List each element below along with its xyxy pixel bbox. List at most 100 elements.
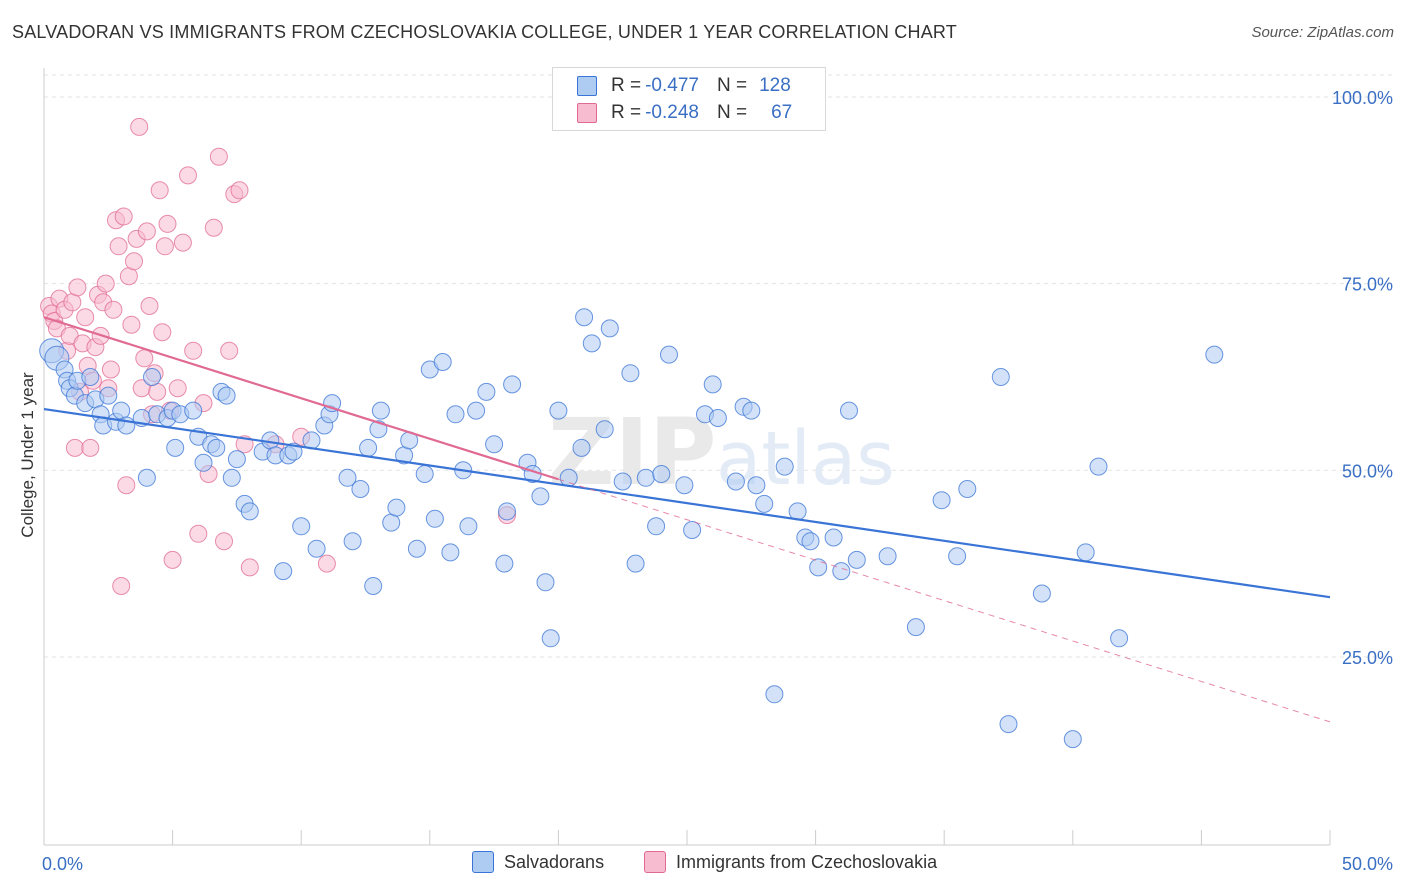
point-salvadorans [801,532,820,551]
point-salvadorans [359,438,378,457]
source-label: Source: ZipAtlas.com [1251,24,1394,41]
point-salvadorans [351,480,370,498]
point-salvadorans [292,517,311,536]
point-salvadorans [726,472,745,491]
trend-line-salvadorans [43,407,1331,599]
point-salvadorans [626,554,645,573]
legend-label: Immigrants from Czechoslovakia [676,851,938,872]
point-czechoslovakia [173,233,192,252]
legend-row-czechoslovakia: R = -0.248 N = 67 [577,100,792,126]
legend-n-value: 67 [771,102,793,123]
point-czechoslovakia [104,300,123,319]
point-czechoslovakia [68,278,87,297]
point-salvadorans [765,685,784,704]
point-czechoslovakia [135,349,154,368]
trend-lines [43,316,1331,723]
point-czechoslovakia [125,252,143,271]
point-salvadorans [755,494,774,513]
point-czechoslovakia [240,558,259,577]
point-czechoslovakia [179,166,197,185]
point-czechoslovakia [101,360,120,379]
point-salvadorans [217,386,236,405]
point-salvadorans [137,468,156,487]
point-salvadorans [809,558,828,577]
legend-item-salvadorans: Salvadorans [472,851,604,873]
y-tick-label: 75.0% [1342,275,1393,295]
point-salvadorans [559,468,578,487]
legend-r-value: -0.248 [645,102,699,123]
legend-swatch-blue [577,76,597,96]
point-czechoslovakia [204,218,223,237]
legend-r-label: R = [611,75,642,96]
point-czechoslovakia [122,315,141,334]
legend-item-czechoslovakia: Immigrants from Czechoslovakia [644,851,937,873]
point-salvadorans [274,562,293,581]
legend-n-value: 128 [759,75,791,96]
point-czechoslovakia [168,379,187,398]
legend-swatch-blue [472,851,494,873]
point-czechoslovakia [184,341,203,360]
point-czechoslovakia [109,237,128,256]
point-salvadorans [906,618,925,637]
point-salvadorans [1063,730,1082,749]
point-salvadorans [999,715,1018,734]
point-salvadorans [703,375,722,394]
point-salvadorans [143,368,161,386]
point-salvadorans [847,550,866,569]
point-salvadorans [227,450,246,469]
legend-n-label: N = [716,102,748,123]
point-czechoslovakia [317,554,336,573]
point-salvadorans [660,345,678,364]
point-salvadorans [485,435,504,454]
point-salvadorans [575,308,594,327]
point-salvadorans [364,577,383,595]
point-salvadorans [207,438,226,457]
point-salvadorans [1110,629,1129,648]
tick-labels: 25.0% 50.0% 75.0% 100.0% 0.0% 50.0% [42,88,1393,874]
point-salvadorans [387,498,406,517]
point-salvadorans [675,476,694,495]
point-czechoslovakia [140,297,159,315]
point-salvadorans [166,438,185,457]
point-salvadorans [824,528,843,547]
point-salvadorans [371,401,390,420]
point-salvadorans [382,513,401,532]
point-czechoslovakia [137,222,156,241]
point-salvadorans [549,401,568,420]
point-salvadorans [1205,345,1224,364]
point-czechoslovakia [76,308,95,327]
point-czechoslovakia [114,207,133,226]
point-czechoslovakia [163,550,182,569]
point-salvadorans [194,453,213,472]
point-salvadorans [495,554,514,573]
point-salvadorans [991,368,1010,386]
point-salvadorans [284,442,303,461]
watermark-atlas: atlas [716,416,895,502]
point-salvadorans [459,517,478,536]
point-czechoslovakia [155,237,174,256]
x-tick-label: 50.0% [1342,854,1393,874]
series-legend: Salvadorans Immigrants from Czechoslovak… [0,851,1406,879]
point-czechoslovakia [158,214,177,233]
point-salvadorans [832,562,851,581]
point-salvadorans [477,382,496,401]
point-salvadorans [742,401,761,420]
legend-r-value: -0.477 [645,75,699,96]
point-czechoslovakia [96,274,115,293]
point-czechoslovakia [150,181,169,200]
point-salvadorans [747,476,766,495]
point-salvadorans [948,547,967,566]
legend-swatch-pink [577,103,597,123]
point-salvadorans [222,468,241,487]
point-salvadorans [81,368,100,386]
y-axis-label: College, Under 1 year [18,372,37,538]
point-czechoslovakia [220,341,239,360]
y-tick-label: 25.0% [1342,648,1393,668]
point-salvadorans [99,386,118,405]
point-salvadorans [425,509,444,528]
point-salvadorans [307,539,326,558]
chart-title: SALVADORAN VS IMMIGRANTS FROM CZECHOSLOV… [12,22,957,42]
point-salvadorans [531,487,550,506]
trend-line-czechoslovakia [43,316,559,481]
point-salvadorans [683,521,702,539]
